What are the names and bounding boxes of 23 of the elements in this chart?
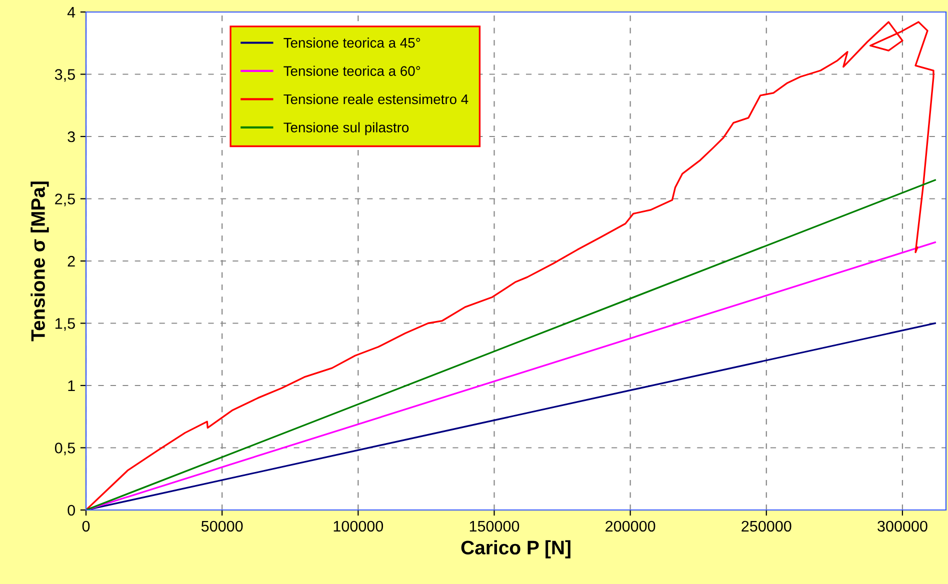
line-series <box>86 21 934 510</box>
x-tick-label: 250000 <box>742 520 792 532</box>
legend-label: Tensione reale estensimetro 4 <box>284 94 468 104</box>
y-tick-label: 0 <box>68 504 75 516</box>
y-tick-label: 1 <box>68 380 75 392</box>
x-axis-title: Carico P [N] <box>461 540 570 558</box>
y-tick-label: 1,5 <box>56 318 75 331</box>
x-tick-label: 50000 <box>201 520 243 532</box>
x-tick-label: 200000 <box>606 520 656 532</box>
y-tick-label: 4 <box>67 7 76 18</box>
y-tick-label: 2 <box>68 256 75 267</box>
x-tick-label: 150000 <box>470 520 520 532</box>
x-tick-label: 300000 <box>878 520 928 532</box>
y-axis-title: Tensione σ [MPa] <box>30 182 49 342</box>
y-tick-label: 0,5 <box>54 442 75 456</box>
legend-label: Tensione teorica a 60° <box>284 66 420 76</box>
y-tick-label: 3 <box>68 131 75 142</box>
legend-label: Tensione sul pilastro <box>284 122 409 136</box>
y-tick-label: 3,5 <box>54 69 75 82</box>
x-tick-label: 0 <box>82 520 90 532</box>
y-tick-label: 2,5 <box>55 194 75 206</box>
legend-label: Tensione teorica a 45° <box>284 38 420 48</box>
x-tick-label: 100000 <box>334 520 384 532</box>
